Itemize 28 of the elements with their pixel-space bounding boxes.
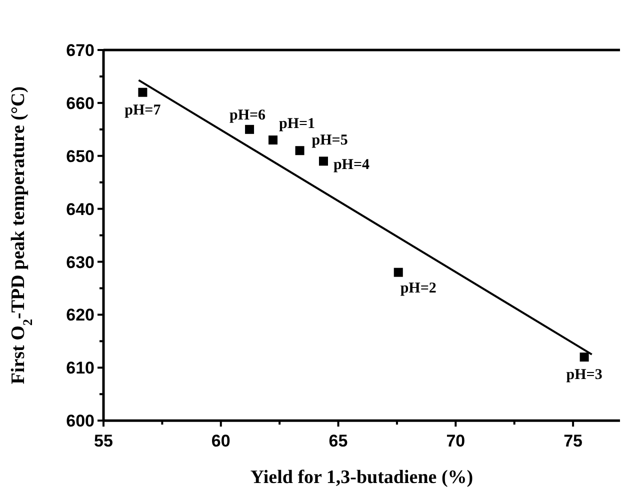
annotation: pH=6	[229, 107, 266, 124]
y-tick-label: 620	[66, 306, 94, 325]
point	[318, 156, 328, 166]
annotation: pH=7	[124, 102, 162, 118]
annotation: pH=4	[333, 157, 370, 174]
annotation: pH=1	[279, 116, 316, 132]
point	[268, 136, 278, 145]
point	[394, 268, 403, 277]
x-tick-label: 75	[564, 432, 583, 451]
point	[245, 124, 254, 134]
x-tick-label: 60	[211, 432, 230, 451]
y-tick-label: 650	[66, 146, 94, 166]
annotation: pH=3	[566, 367, 602, 384]
y-tick-label: 630	[66, 252, 94, 272]
y-tick-label: 670	[66, 41, 94, 60]
y-tick-label: 610	[66, 358, 94, 378]
point	[138, 88, 148, 97]
point	[580, 352, 589, 362]
x-tick-label: 55	[94, 432, 113, 451]
x-tick-label: 70	[446, 432, 466, 451]
point	[295, 146, 304, 156]
y-tick-label: 600	[66, 412, 94, 431]
annotation: pH=5	[312, 132, 348, 149]
annotation: pH=2	[400, 280, 436, 296]
x-axis-title: Yield for 1,3-butadiene (%)	[250, 467, 474, 488]
y-tick-label: 660	[66, 94, 94, 113]
x-tick-label: 65	[328, 432, 348, 451]
y-tick-label: 640	[66, 200, 94, 219]
